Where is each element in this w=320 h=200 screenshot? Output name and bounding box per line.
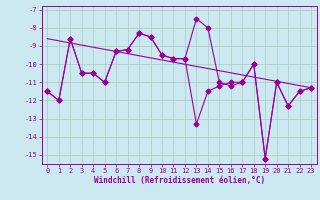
X-axis label: Windchill (Refroidissement éolien,°C): Windchill (Refroidissement éolien,°C) xyxy=(94,176,265,185)
